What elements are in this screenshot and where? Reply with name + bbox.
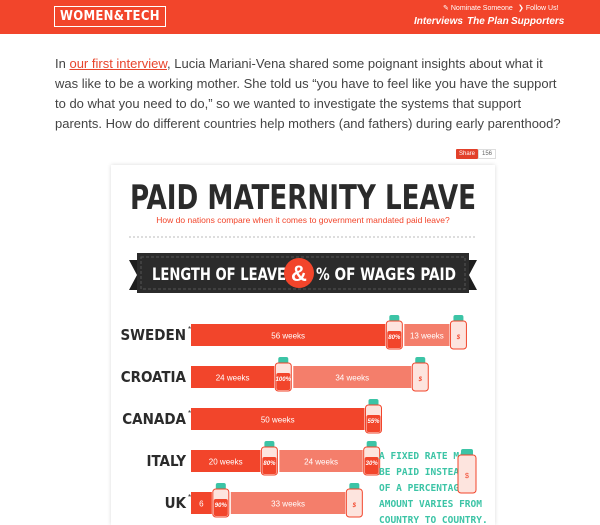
bottle-sweden — [449, 320, 467, 350]
bottle-uk-label: $ — [352, 503, 357, 509]
bottle-uk-cap — [215, 483, 226, 490]
bar-segment-sweden — [404, 324, 450, 346]
twitter-icon: ❯ — [518, 5, 524, 12]
fixed-rate-note: A FIXED RATE MAY BE PAID INSTEAD OF A PE… — [379, 449, 488, 525]
country-label-italy: ITALY — [146, 452, 186, 470]
note-line: COUNTRY TO COUNTRY. — [379, 515, 488, 525]
bottle-sweden-cap — [453, 315, 464, 322]
bar-segment-croatia — [293, 366, 412, 388]
bar-label-croatia: 34 weeks — [335, 374, 369, 383]
footnote-star: * — [188, 409, 191, 418]
first-interview-link[interactable]: our first interview — [69, 56, 168, 71]
share-count: 156 — [478, 149, 496, 159]
note-bottle-icon: $ — [457, 449, 477, 494]
footnote-star: * — [188, 325, 191, 334]
nav-the-plan[interactable]: The Plan — [467, 16, 509, 27]
bottle-croatia-fill — [276, 373, 291, 390]
bottle-croatia-cap — [415, 357, 426, 364]
share-button[interactable]: Share — [456, 149, 479, 159]
bottle-croatia-label: $ — [418, 377, 423, 383]
bar-label-italy: 20 weeks — [209, 458, 243, 467]
maternity-leave-chart: PAID MATERNITY LEAVE How do nations comp… — [120, 178, 488, 525]
bar-segment-sweden — [191, 324, 386, 346]
bottle-canada-fill — [366, 415, 381, 432]
bottle-italy-fill — [364, 457, 379, 474]
banner-left-text: LENGTH OF LEAVE — [152, 265, 286, 285]
nav-supporters[interactable]: Supporters — [511, 16, 565, 27]
bar-segment-croatia — [191, 366, 275, 388]
bottle-uk — [345, 488, 363, 518]
bottle-sweden-fill — [387, 331, 402, 348]
bottle-italy-cap — [264, 441, 275, 448]
ampersand-badge — [284, 258, 314, 288]
banner-right-text: % OF WAGES PAID — [316, 265, 456, 285]
nav-interviews[interactable]: Interviews — [414, 16, 463, 27]
bar-segment-italy — [191, 450, 261, 472]
note-line: OF A PERCENTAGE; — [379, 483, 471, 494]
bottle-croatia-cap — [278, 357, 289, 364]
bottle-uk-fill — [213, 499, 228, 516]
note-line: A FIXED RATE MAY — [379, 451, 471, 462]
bar-label-italy: 24 weeks — [304, 458, 338, 467]
bar-label-canada: 50 weeks — [261, 416, 295, 425]
bottle-italy-label: 30% — [366, 461, 379, 467]
bottle-croatia-label: 100% — [276, 377, 292, 383]
bar-segment-uk — [191, 492, 212, 514]
bottle-uk-label: 90% — [215, 503, 228, 509]
section-banner: LENGTH OF LEAVE & % OF WAGES PAID — [129, 253, 477, 293]
bottle-croatia — [411, 362, 429, 392]
bottle-italy-fill — [262, 457, 277, 474]
country-label-sweden: SWEDEN — [120, 326, 186, 344]
bottle-italy-cap — [366, 441, 377, 448]
bar-label-uk: 33 weeks — [271, 500, 305, 509]
nominate-link[interactable]: ✎ Nominate Someone — [443, 5, 513, 12]
bottle-canada-cap — [368, 399, 379, 406]
intro-paragraph: In our first interview, Lucia Mariani-Ve… — [55, 56, 561, 131]
top-navigation-bar: WOMEN&TECH ✎ Nominate Someone ❯ Follow Us!… — [0, 0, 600, 34]
bottle-sweden-label: 80% — [388, 335, 401, 341]
infographic-title: PAID MATERNITY LEAVE — [130, 178, 476, 218]
bottle-italy-label: 80% — [263, 461, 276, 467]
banner-amp: & — [291, 261, 307, 286]
country-label-uk: UK — [165, 494, 187, 512]
follow-link[interactable]: ❯ Follow Us! — [518, 5, 559, 12]
site-logo[interactable]: WOMEN&TECH — [54, 6, 166, 27]
country-label-croatia: CROATIA — [121, 368, 187, 386]
footnote-star: * — [188, 493, 191, 502]
bar-label-croatia: 24 weeks — [216, 374, 250, 383]
pencil-icon: ✎ — [443, 5, 449, 12]
note-line: AMOUNT VARIES FROM — [379, 499, 482, 510]
bottle-sweden-cap — [389, 315, 400, 322]
bar-segment-canada — [191, 408, 365, 430]
bar-segment-italy — [279, 450, 363, 472]
bottle-uk-cap — [349, 483, 360, 490]
country-label-canada: CANADA — [122, 410, 186, 428]
bar-label-sweden: 56 weeks — [271, 332, 305, 341]
bar-label-sweden: 13 weeks — [410, 332, 444, 341]
bar-segment-uk — [230, 492, 346, 514]
bottle-canada-label: 55% — [367, 419, 380, 425]
infographic: PAID MATERNITY LEAVE How do nations comp… — [111, 165, 495, 525]
note-line: BE PAID INSTEAD — [379, 467, 465, 478]
svg-text:$: $ — [465, 473, 469, 480]
bottle-sweden-label: $ — [456, 335, 461, 341]
infographic-subtitle: How do nations compare when it comes to … — [156, 215, 450, 225]
bar-label-uk: 6 — [199, 500, 204, 509]
